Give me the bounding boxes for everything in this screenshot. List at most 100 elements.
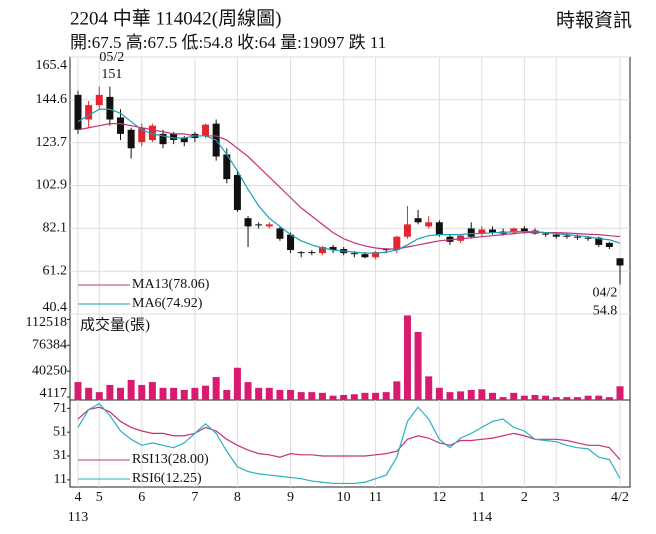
candle-body [170,133,178,141]
y-tick-label: 51 [53,424,67,439]
volume-bar [584,395,592,400]
volume-bar [425,376,433,400]
candle-body [297,252,305,254]
candle-body [202,124,210,136]
volume-bar [350,394,358,400]
x-tick-label: 12 [432,490,446,505]
candle-body [95,94,103,106]
candle-body [605,242,613,247]
candle-body [159,133,167,145]
volume-bar [573,397,581,400]
volume-bar [382,392,390,400]
candle-body [563,235,571,237]
candle-body [223,154,231,180]
volume-title: 成交量(張) [80,315,150,333]
candle-body [244,218,252,227]
x-tick-label: 11 [369,490,382,505]
y-tick-label: 61.2 [43,263,68,278]
y-tick-label: 144.6 [36,92,68,107]
candle-body [318,246,326,254]
year-label: 113 [68,510,88,525]
volume-bar [510,392,518,400]
volume-bar [276,389,284,400]
legend-label: RSI13(28.00) [132,452,209,467]
legend-label: MA6(74.92) [132,296,203,311]
volume-bar [372,392,380,400]
y-tick-label: 40.4 [43,300,68,315]
volume-bar [265,387,273,400]
source: 時報資訊 [556,9,632,31]
x-tick-label: 9 [287,490,294,505]
volume-bar [318,392,326,400]
volume-bar [552,397,560,400]
volume-bar [95,392,103,400]
volume-bar [212,377,220,400]
y-tick-label: 40250 [32,363,67,378]
high-date: 05/2 [99,50,124,65]
candle-body [510,228,518,233]
candle-body [127,129,135,149]
candle-body [361,254,369,258]
candle-body [74,94,82,130]
volume-bar [435,387,443,400]
candle-body [584,237,592,239]
x-tick-label: 6 [138,490,145,505]
high-value: 151 [101,67,122,82]
x-tick-label: 4/2 [611,490,629,505]
candle-body [488,229,496,233]
year-label: 114 [472,510,492,525]
y-tick-label: 76384 [32,337,67,352]
volume-bar [159,387,167,400]
x-tick-label: 1 [478,490,485,505]
y-tick-label: 71 [53,401,67,416]
volume-bar [148,382,156,400]
candle-body [520,228,528,232]
candle-body [106,96,114,120]
volume-bar [233,367,241,400]
legend-label: MA13(78.06) [132,277,210,292]
volume-bar [403,315,411,400]
volume-bar [202,385,210,400]
volume-bar [467,389,475,400]
title: 2204 中華 114042(周線圖) [70,7,281,29]
y-tick-label: 123.7 [36,135,68,150]
volume-bar [340,394,348,400]
candle-body [287,234,295,251]
volume-bar [255,387,263,400]
volume-bar [361,392,369,400]
candle-body [117,117,125,134]
line [77,108,621,254]
candle-body [616,258,624,266]
volume-bar [595,395,603,400]
candle-body [276,228,284,239]
x-tick-label: 3 [553,490,560,505]
volume-bar [329,395,337,400]
summary: 開:67.5 高:67.5 低:54.8 收:64 量:19097 跌 11 [70,33,386,52]
legend-label: RSI6(12.25) [132,471,202,486]
candle-body [329,246,337,251]
volume-bar [74,382,82,400]
volume-bar [138,384,146,400]
candle-body [180,138,188,143]
low-date: 04/2 [593,286,618,301]
candle-body [233,175,241,210]
y-tick-label: 82.1 [43,220,68,235]
candle-body [595,237,603,245]
volume-bar [393,381,401,400]
volume-bar [191,387,199,400]
x-tick-label: 10 [337,490,351,505]
volume-bar [297,392,305,400]
volume-bar [446,392,454,400]
volume-bar [180,389,188,400]
volume-bar [457,391,465,400]
candle-body [85,105,93,120]
volume-bar [308,392,316,400]
candle-body [478,229,486,234]
volume-bar [499,397,507,400]
y-tick-label: 31 [53,448,67,463]
x-tick-label: 5 [96,490,103,505]
volume-bar [563,397,571,400]
candle-body [350,253,358,255]
candle-body [414,218,422,223]
